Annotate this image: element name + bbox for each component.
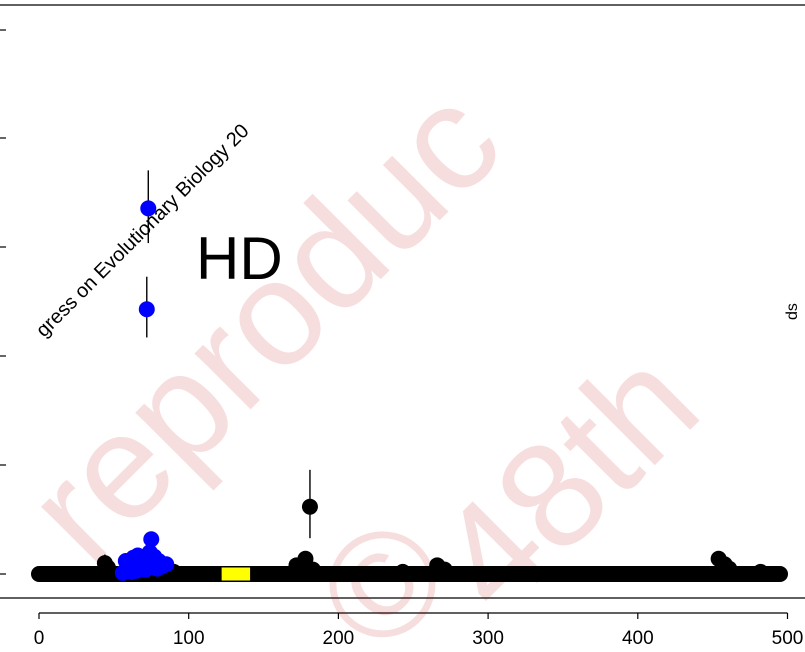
x-axis: 0 100 200 300 400 500: [34, 612, 804, 649]
black-point: [301, 498, 318, 515]
blue-point: [140, 200, 157, 217]
blue-point: [138, 301, 155, 318]
black-point: [436, 561, 453, 578]
black-point: [304, 561, 321, 578]
x-tick-label: 500: [772, 628, 804, 649]
black-point: [752, 563, 769, 580]
highlight-region: [221, 567, 251, 581]
hd-annotation: HD: [196, 225, 283, 292]
plot-marks: [31, 170, 789, 582]
right-edge-text: ds: [784, 303, 801, 320]
black-point: [394, 563, 411, 580]
blue-point: [143, 531, 160, 548]
x-tick-label: 300: [472, 628, 504, 649]
y-axis-ticks: [0, 29, 6, 575]
x-tick-label: 200: [323, 628, 355, 649]
black-point: [99, 559, 116, 576]
blue-point: [128, 562, 145, 579]
x-tick-label: 0: [34, 628, 45, 649]
black-point: [721, 560, 738, 577]
blue-point: [158, 556, 175, 573]
x-tick-label: 400: [622, 628, 654, 649]
x-tick-label: 100: [173, 628, 205, 649]
black-point: [288, 557, 305, 574]
